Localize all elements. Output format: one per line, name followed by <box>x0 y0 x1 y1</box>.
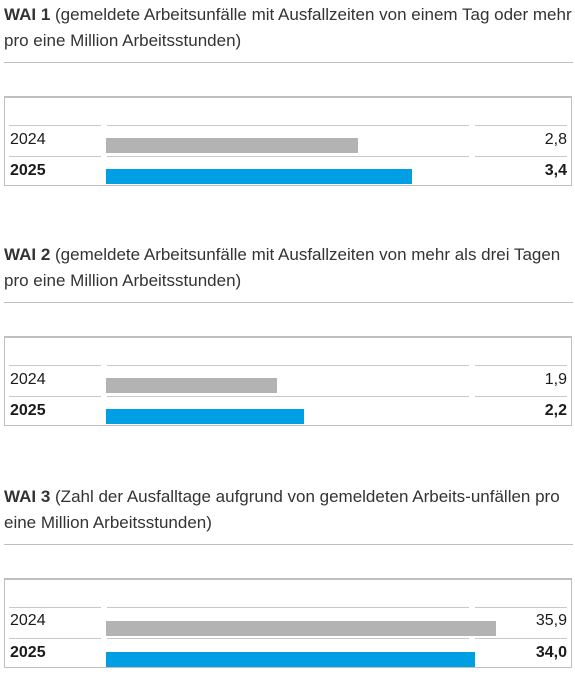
chart-title-code: WAI 2 <box>4 245 51 264</box>
row-separator <box>107 396 469 397</box>
row-separator <box>475 396 567 397</box>
row-separator <box>107 638 469 639</box>
bar-2025 <box>106 652 475 667</box>
bar-2025 <box>106 169 412 184</box>
row-separator <box>475 125 567 126</box>
value-label-2025: 34,0 <box>535 644 567 661</box>
chart-table <box>4 336 572 426</box>
value-label-2024: 1,9 <box>544 371 567 388</box>
row-separator <box>107 607 469 608</box>
row-separator <box>9 396 101 397</box>
value-label-2024: 2,8 <box>544 131 567 148</box>
row-separator <box>9 638 101 639</box>
row-label-2024: 2024 <box>10 131 46 148</box>
chart-title: WAI 2 (gemeldete Arbeitsunfälle mit Ausf… <box>4 242 572 294</box>
value-label-2025: 3,4 <box>544 162 567 179</box>
chart-top-rule <box>4 302 573 303</box>
chart-title: WAI 3 (Zahl der Ausfalltage aufgrund von… <box>4 484 572 536</box>
bar-2024 <box>106 378 277 393</box>
value-label-2024: 35,9 <box>535 612 567 629</box>
row-separator <box>107 365 469 366</box>
chart-title-code: WAI 3 <box>4 487 51 506</box>
row-separator <box>107 156 469 157</box>
row-separator <box>475 607 567 608</box>
chart-title-code: WAI 1 <box>4 5 51 24</box>
row-label-2024: 2024 <box>10 612 46 629</box>
bar-2025 <box>106 409 304 424</box>
row-label-2025: 2025 <box>10 644 46 661</box>
chart-title-text: (gemeldete Arbeitsunfälle mit Ausfallzei… <box>4 5 572 50</box>
chart-top-rule <box>4 544 573 545</box>
row-separator <box>9 365 101 366</box>
chart-table <box>4 96 572 186</box>
row-separator <box>475 638 567 639</box>
chart-title: WAI 1 (gemeldete Arbeitsunfälle mit Ausf… <box>4 2 572 54</box>
row-separator <box>475 156 567 157</box>
chart-top-rule <box>4 62 573 63</box>
row-separator <box>475 365 567 366</box>
chart-title-text: (gemeldete Arbeitsunfälle mit Ausfallzei… <box>4 245 561 290</box>
chart-title-text: (Zahl der Ausfalltage aufgrund von gemel… <box>4 487 560 532</box>
row-separator <box>9 156 101 157</box>
row-label-2024: 2024 <box>10 371 46 388</box>
row-label-2025: 2025 <box>10 162 46 179</box>
bar-2024 <box>106 621 496 636</box>
bar-2024 <box>106 138 358 153</box>
value-label-2025: 2,2 <box>544 402 567 419</box>
row-separator <box>9 607 101 608</box>
chart-table <box>4 578 572 668</box>
row-label-2025: 2025 <box>10 402 46 419</box>
row-separator <box>107 125 469 126</box>
row-separator <box>9 125 101 126</box>
